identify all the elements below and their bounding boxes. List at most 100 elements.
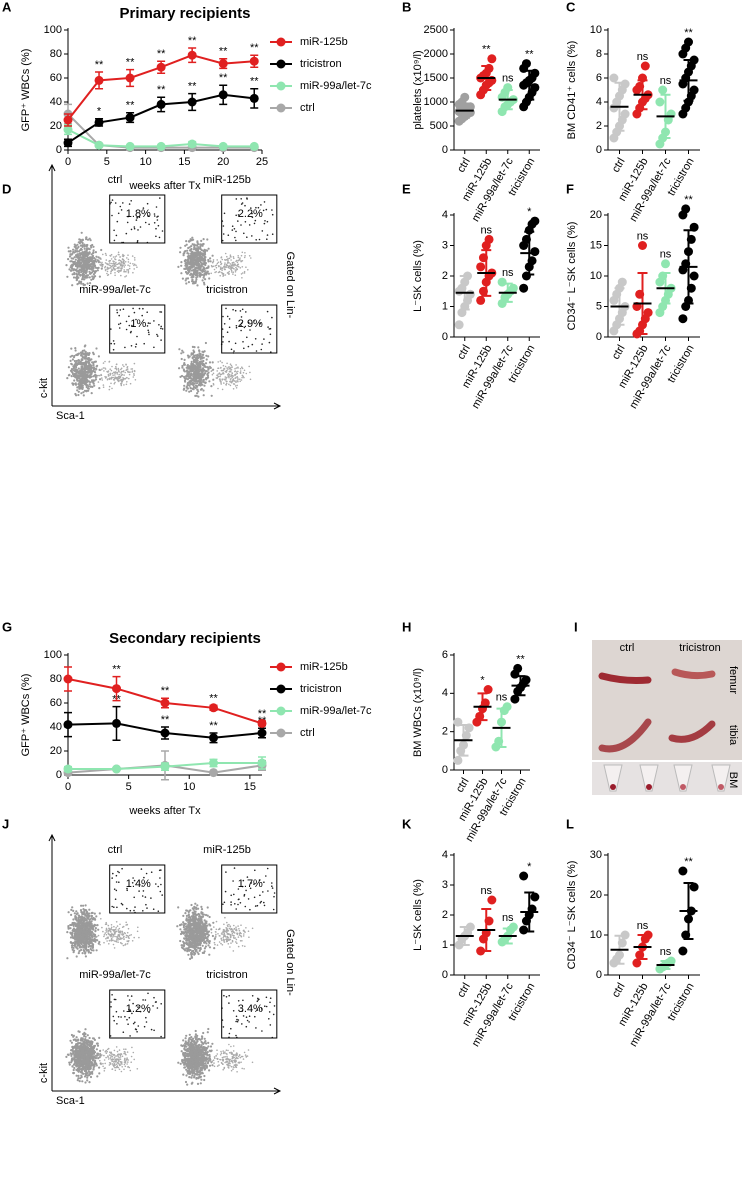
significance: ** <box>684 27 693 39</box>
data-point <box>125 73 135 83</box>
flow-event <box>78 925 82 929</box>
panel-letter: I <box>574 619 578 634</box>
flow-event <box>224 274 227 276</box>
flow-event <box>235 266 237 269</box>
flow-event <box>142 207 145 209</box>
data-point <box>112 764 121 774</box>
flow-event <box>222 341 224 343</box>
flow-event <box>235 230 237 233</box>
flow-event <box>226 255 228 258</box>
flow-event <box>75 272 78 275</box>
flow-event <box>120 263 122 265</box>
legend-label: miR-125b <box>300 661 348 673</box>
flow-event <box>207 368 210 371</box>
data-point <box>257 728 267 738</box>
flow-event <box>197 366 200 369</box>
flow-event <box>201 923 205 926</box>
flow-event <box>196 928 199 932</box>
y-axis-label: CD34⁻ L⁻SK cells (%) <box>566 222 578 331</box>
flow-event <box>228 383 230 386</box>
pellet <box>680 784 686 790</box>
flow-event <box>107 936 109 938</box>
flow-event <box>196 942 200 945</box>
flow-event <box>266 220 269 223</box>
flow-event <box>193 934 196 937</box>
flow-event <box>107 370 110 372</box>
flow-event <box>118 253 120 256</box>
flow-event <box>97 260 100 263</box>
data-point <box>156 62 166 72</box>
flow-event <box>100 264 102 267</box>
flow-event <box>125 275 128 277</box>
flow-event <box>79 933 82 936</box>
flow-event <box>254 219 257 222</box>
flow-plot <box>178 307 273 398</box>
flow-event <box>91 366 95 369</box>
flow-event <box>225 384 227 386</box>
data-point <box>249 93 259 103</box>
flow-event <box>189 248 193 251</box>
flow-event <box>86 274 90 277</box>
flow-event <box>125 232 128 235</box>
flow-event <box>114 258 116 260</box>
data-point <box>249 56 259 66</box>
flow-event <box>208 277 211 280</box>
flow-event <box>83 372 86 375</box>
flow-event <box>212 378 215 381</box>
flow-event <box>206 238 209 241</box>
column-label: tricistron <box>679 642 721 654</box>
flow-event <box>114 274 116 277</box>
flow-event <box>91 275 94 278</box>
flow-event <box>198 271 201 274</box>
flow-event <box>66 377 69 380</box>
gating-note: Gated on Lin- <box>284 252 296 319</box>
flow-event <box>228 927 231 930</box>
flow-event <box>133 311 136 314</box>
flow-event <box>118 259 120 262</box>
flow-event <box>242 375 244 378</box>
flow-event <box>222 272 225 275</box>
flow-event <box>111 387 113 390</box>
flow-event <box>202 394 205 397</box>
flow-event <box>199 925 202 928</box>
flow-event <box>142 910 144 912</box>
panel-letter: J <box>2 816 9 831</box>
flow-event <box>228 373 231 376</box>
flow-event <box>85 248 88 251</box>
flow-event <box>120 209 123 211</box>
flow-event <box>201 263 204 266</box>
flow-event <box>138 936 140 939</box>
flow-event <box>202 362 205 365</box>
flow-event <box>244 221 247 223</box>
flow-event <box>146 311 148 314</box>
flow-event <box>215 266 218 269</box>
x-tick-label: ctrl <box>610 343 628 362</box>
flow-plot <box>66 867 163 960</box>
flow-event <box>235 387 238 389</box>
flow-event <box>117 370 120 373</box>
flow-event <box>234 374 236 377</box>
flow-event <box>120 382 122 385</box>
flow-event <box>218 941 221 943</box>
flow-event <box>238 932 241 935</box>
significance: ** <box>684 194 693 206</box>
flow-event <box>83 365 86 368</box>
flow-event <box>245 927 247 929</box>
flow-event <box>241 376 243 379</box>
flow-event <box>211 254 214 257</box>
flow-event <box>238 934 241 936</box>
flow-event <box>215 377 218 379</box>
flow-event <box>138 890 140 892</box>
flow-event <box>225 377 227 380</box>
flow-event <box>114 376 116 378</box>
flow-event <box>100 248 103 252</box>
flow-event <box>136 930 139 933</box>
flow-event <box>70 363 73 366</box>
flow-event <box>226 264 229 267</box>
flow-event <box>136 240 139 242</box>
flow-event <box>127 215 129 218</box>
flow-event <box>104 932 106 934</box>
flow-event <box>76 912 79 915</box>
flow-event <box>185 366 188 369</box>
